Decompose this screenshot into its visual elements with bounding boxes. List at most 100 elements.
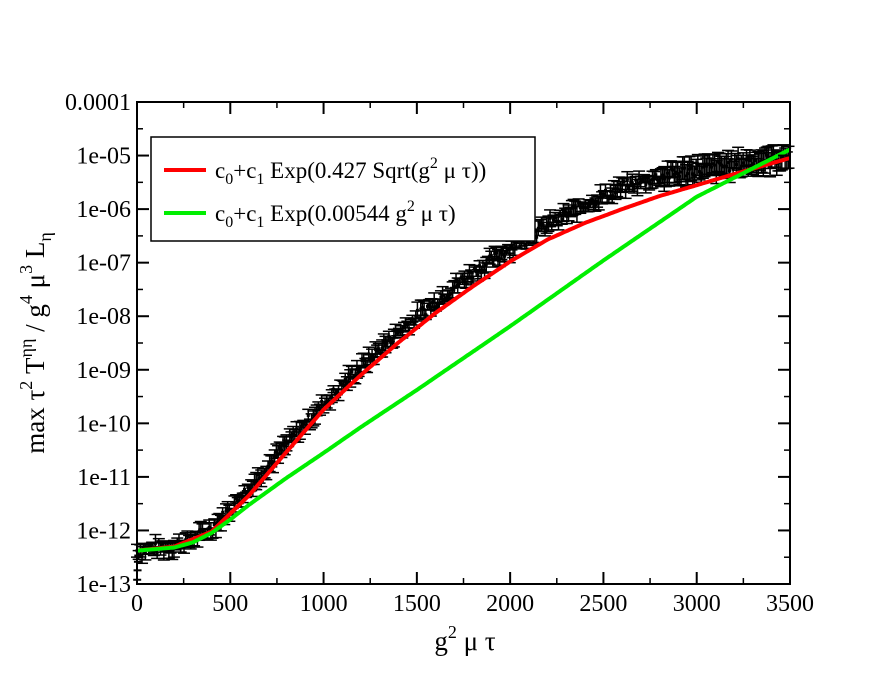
- data-marker: [244, 493, 248, 497]
- data-marker: [681, 166, 685, 170]
- data-marker: [288, 433, 292, 437]
- legend-item-red: c0+c1 Exp(0.427 Sqrt(g2 μ τ)): [164, 155, 486, 188]
- data-marker: [326, 399, 330, 403]
- y-tick-label: 1e-12: [76, 518, 131, 544]
- data-marker: [493, 252, 497, 256]
- data-marker: [197, 530, 201, 534]
- x-tick-label: 2000: [486, 591, 534, 617]
- data-marker: [640, 178, 644, 182]
- data-marker: [771, 152, 775, 156]
- data-marker: [469, 275, 473, 279]
- data-marker: [580, 206, 584, 210]
- data-marker: [666, 171, 670, 175]
- data-marker: [474, 270, 478, 274]
- data-marker: [444, 296, 448, 300]
- data-marker: [508, 252, 512, 256]
- data-marker: [538, 222, 542, 226]
- data-marker: [456, 283, 460, 287]
- data-marker: [745, 158, 749, 162]
- y-tick-label: 1e-10: [76, 411, 131, 437]
- data-marker: [338, 381, 342, 385]
- data-marker: [592, 204, 596, 208]
- data-marker: [743, 164, 747, 168]
- data-marker: [301, 422, 305, 426]
- data-marker: [370, 354, 374, 358]
- data-marker: [424, 313, 428, 317]
- data-marker: [494, 251, 498, 255]
- data-marker: [718, 161, 722, 165]
- data-marker: [605, 195, 609, 199]
- data-marker: [588, 202, 592, 206]
- data-marker: [635, 186, 639, 190]
- data-marker: [615, 187, 619, 191]
- data-marker: [684, 174, 688, 178]
- data-marker: [733, 159, 737, 163]
- data-marker: [481, 265, 485, 269]
- data-marker: [271, 462, 275, 466]
- plot-marks: [131, 144, 795, 581]
- data-marker: [489, 253, 493, 257]
- data-marker: [694, 167, 698, 171]
- data-marker: [582, 205, 586, 209]
- data-marker: [293, 433, 297, 437]
- y-tick-label: 1e-11: [77, 465, 131, 491]
- data-marker: [669, 167, 673, 171]
- fit-line-green: [136, 147, 791, 553]
- data-marker: [273, 454, 277, 458]
- x-axis-title: g2 μ τ: [434, 622, 495, 656]
- data-marker: [627, 186, 631, 190]
- data-marker: [555, 219, 559, 223]
- fit-line-red: [136, 156, 791, 553]
- data-marker: [473, 267, 477, 271]
- data-marker: [471, 275, 475, 279]
- data-marker: [419, 307, 423, 311]
- data-marker: [451, 288, 455, 292]
- data-marker: [713, 163, 717, 167]
- data-marker: [721, 165, 725, 169]
- data-marker: [676, 172, 680, 176]
- data-marker: [194, 533, 198, 537]
- data-marker: [200, 529, 204, 533]
- data-marker: [558, 211, 562, 215]
- data-marker: [674, 170, 678, 174]
- data-marker: [224, 509, 228, 513]
- data-marker: [780, 156, 784, 160]
- data-marker: [170, 549, 174, 553]
- data-marker: [234, 496, 238, 500]
- data-marker: [751, 162, 755, 166]
- data-marker: [286, 441, 290, 445]
- data-marker: [548, 216, 552, 220]
- y-tick-label: 1e-05: [76, 144, 131, 170]
- data-marker: [384, 343, 388, 347]
- data-marker: [622, 180, 626, 184]
- data-marker: [221, 510, 225, 514]
- data-marker: [143, 550, 147, 554]
- data-marker: [629, 180, 633, 184]
- data-marker: [155, 551, 159, 555]
- data-marker: [662, 177, 666, 181]
- data-marker: [671, 168, 675, 172]
- data-marker: [687, 167, 691, 171]
- data-marker: [390, 341, 394, 345]
- data-marker: [595, 199, 599, 203]
- data-marker: [382, 340, 386, 344]
- data-marker: [375, 349, 379, 353]
- data-marker: [738, 167, 742, 171]
- data-marker: [217, 517, 221, 521]
- data-marker: [330, 394, 334, 398]
- data-marker: [237, 499, 241, 503]
- data-marker: [701, 165, 705, 169]
- legend-label-red: c0+c1 Exp(0.427 Sqrt(g2 μ τ)): [215, 155, 486, 188]
- data-marker: [686, 172, 690, 176]
- data-marker: [672, 172, 676, 176]
- data-marker: [449, 292, 453, 296]
- data-marker: [612, 187, 616, 191]
- data-marker: [541, 223, 545, 227]
- y-tick-label: 1e-08: [76, 304, 131, 330]
- data-marker: [739, 164, 743, 168]
- data-marker: [236, 499, 240, 503]
- data-point: [542, 215, 555, 233]
- data-marker: [734, 163, 738, 167]
